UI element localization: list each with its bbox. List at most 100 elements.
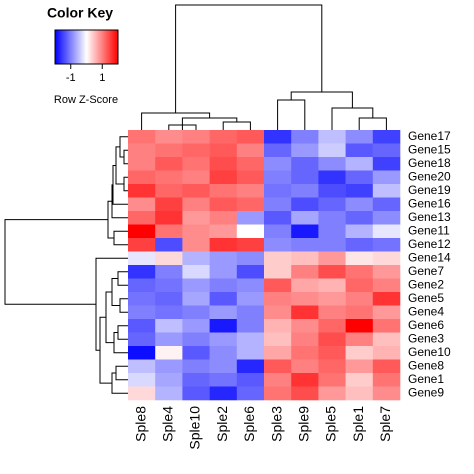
column-label: Sple1 xyxy=(350,406,366,442)
row-label: Gene1 xyxy=(408,372,444,386)
heatmap-cell xyxy=(264,359,292,374)
heatmap-cell xyxy=(291,211,319,225)
heatmap-cell xyxy=(236,238,265,252)
heatmap-cell xyxy=(128,238,156,252)
heatmap-cell xyxy=(318,170,346,185)
heatmap-cell xyxy=(236,143,265,158)
heatmap-cell xyxy=(372,373,401,387)
heatmap-cell xyxy=(264,305,292,320)
heatmap-cell xyxy=(182,197,210,212)
heatmap-cell xyxy=(209,265,238,279)
heatmap-cell xyxy=(372,265,401,279)
column-label: Sple2 xyxy=(214,406,230,442)
heatmap-cell xyxy=(318,332,346,347)
heatmap-cell xyxy=(318,373,346,387)
heatmap-cell xyxy=(264,157,292,171)
heatmap-cell xyxy=(209,278,238,293)
heatmap-cell xyxy=(264,130,292,144)
heatmap-cell xyxy=(291,305,319,320)
heatmap-cell xyxy=(318,143,346,158)
heatmap-cell xyxy=(291,238,319,252)
heatmap-cell xyxy=(128,319,156,333)
heatmap-cell xyxy=(345,251,374,266)
heatmap-cell xyxy=(291,170,319,185)
heatmap-cell xyxy=(182,319,210,333)
row-label: Gene16 xyxy=(408,196,451,210)
heatmap-cell xyxy=(182,278,210,293)
heatmap-cell xyxy=(155,265,183,279)
heatmap-cell xyxy=(372,332,401,347)
heatmap-cell xyxy=(291,386,319,401)
heatmap-cell xyxy=(128,346,156,360)
heatmap-cell xyxy=(155,292,183,306)
column-label: Sple7 xyxy=(377,406,393,442)
heatmap-cell xyxy=(209,170,238,185)
heatmap-cell xyxy=(264,332,292,347)
heatmap-cell xyxy=(209,346,238,360)
row-label: Gene14 xyxy=(408,250,451,264)
heatmap-cell xyxy=(128,130,156,144)
heatmap-cell xyxy=(155,251,183,266)
key-label: Row Z-Score xyxy=(54,94,118,106)
heatmap-cell xyxy=(291,143,319,158)
heatmap-cell xyxy=(236,184,265,198)
heatmap-cell xyxy=(155,346,183,360)
column-label: Sple8 xyxy=(132,406,148,442)
heatmap-cell xyxy=(236,386,265,401)
heatmap-cell xyxy=(182,143,210,158)
row-label: Gene4 xyxy=(408,304,444,318)
heatmap-cell xyxy=(345,278,374,293)
heatmap-cell xyxy=(182,305,210,320)
heatmap-cell xyxy=(372,251,401,266)
heatmap-cell xyxy=(291,251,319,266)
heatmap-cell xyxy=(345,373,374,387)
heatmap-cell xyxy=(182,346,210,360)
heatmap-cell xyxy=(264,224,292,239)
heatmap-cell xyxy=(291,346,319,360)
heatmap-cell xyxy=(155,170,183,185)
heatmap-cell xyxy=(291,319,319,333)
heatmap-cell xyxy=(128,170,156,185)
heatmap-cell xyxy=(372,319,401,333)
heatmap-cell xyxy=(209,386,238,401)
heatmap-cell xyxy=(155,143,183,158)
heatmap-cell xyxy=(291,184,319,198)
heatmap-cell xyxy=(236,130,265,144)
heatmap-cell xyxy=(264,278,292,293)
row-label: Gene19 xyxy=(408,183,451,197)
row-label: Gene2 xyxy=(408,277,444,291)
heatmap-cell xyxy=(291,292,319,306)
heatmap-cell xyxy=(318,197,346,212)
heatmap-cell xyxy=(182,292,210,306)
heatmap-cell xyxy=(264,211,292,225)
heatmap-cell xyxy=(182,224,210,239)
heatmap-cell xyxy=(372,386,401,401)
heatmap-cell xyxy=(209,373,238,387)
heatmap-cell xyxy=(372,346,401,360)
heatmap-cell xyxy=(345,305,374,320)
heatmap-cell xyxy=(318,251,346,266)
heatmap-cell xyxy=(372,130,401,144)
heatmap-cell xyxy=(128,373,156,387)
row-dendrogram xyxy=(4,136,128,394)
heatmap-cell xyxy=(291,359,319,374)
heatmap-cell xyxy=(318,319,346,333)
heatmap-cell xyxy=(372,184,401,198)
row-label: Gene13 xyxy=(408,210,451,224)
row-label: Gene9 xyxy=(408,385,444,399)
heatmap-cell xyxy=(318,211,346,225)
heatmap-cell xyxy=(236,197,265,212)
heatmap-cell xyxy=(372,359,401,374)
heatmap-cell xyxy=(264,319,292,333)
heatmap-cell xyxy=(155,211,183,225)
heatmap-cell xyxy=(182,170,210,185)
column-label: Sple4 xyxy=(160,406,176,442)
heatmap-cell xyxy=(264,197,292,212)
heatmap-cell xyxy=(209,292,238,306)
heatmap-cell xyxy=(182,332,210,347)
heatmap-cell xyxy=(236,346,265,360)
heatmap-cell xyxy=(291,197,319,212)
heatmap-cell xyxy=(236,265,265,279)
heatmap-cell xyxy=(318,278,346,293)
heatmap-cell xyxy=(291,373,319,387)
